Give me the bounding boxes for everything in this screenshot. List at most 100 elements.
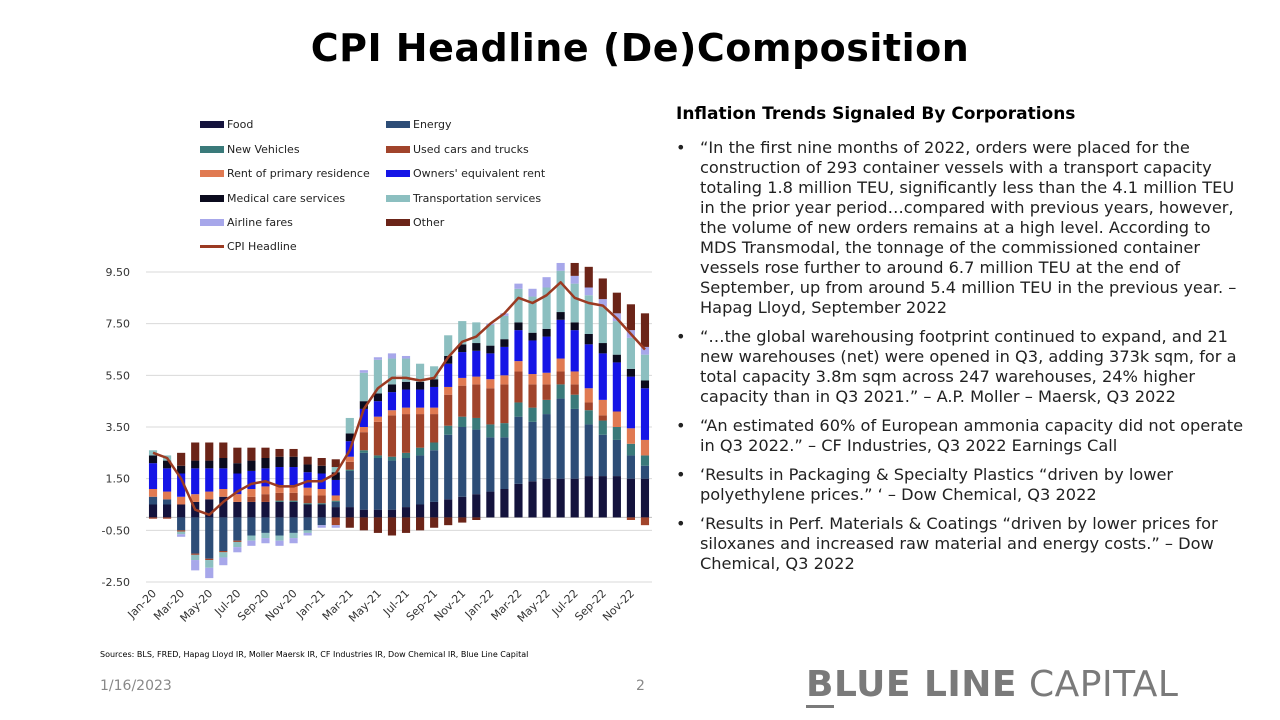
bar-segment — [514, 416, 523, 484]
bar-segment — [331, 495, 340, 501]
x-tick-label: Nov-22 — [600, 587, 637, 624]
legend-item-transport: Transportation services — [386, 192, 541, 205]
bar-segment — [556, 319, 565, 359]
bar-segment — [626, 443, 635, 456]
bar-segment — [486, 388, 495, 425]
bar-segment — [556, 358, 565, 372]
bar-segment — [612, 362, 621, 412]
bar-segment — [163, 460, 172, 469]
bar-segment — [542, 384, 551, 400]
bar-segment — [472, 494, 481, 518]
bar-segment — [247, 540, 256, 546]
bar-segment — [289, 532, 298, 539]
legend-label: Food — [227, 118, 254, 131]
bar-segment — [640, 517, 650, 526]
bar-segment — [233, 463, 242, 474]
bar-segment — [331, 472, 340, 480]
legend-swatch — [386, 146, 410, 153]
bar-segment — [542, 328, 551, 337]
bar-segment — [528, 374, 537, 385]
bar-segment — [486, 353, 495, 380]
bar-segment — [444, 434, 453, 500]
bar-segment — [472, 376, 481, 385]
bar-segment — [570, 322, 579, 331]
bar-segment — [486, 424, 495, 438]
bar-segment — [416, 363, 425, 382]
bar-segment — [598, 299, 607, 307]
bar-segment — [205, 468, 214, 492]
bar-segment — [430, 501, 439, 518]
bar-segment — [177, 473, 186, 497]
bar-segment — [556, 398, 565, 479]
bar-segment — [219, 489, 228, 497]
bar-segment — [430, 442, 439, 451]
bar-segment — [163, 491, 172, 500]
bar-segment — [444, 335, 453, 356]
bar-segment — [359, 427, 368, 433]
bar-segment — [177, 517, 186, 531]
bar-segment — [556, 371, 565, 385]
bar-segment — [500, 384, 509, 424]
bar-segment — [303, 530, 312, 533]
panel-heading: Inflation Trends Signaled By Corporation… — [676, 104, 1076, 124]
bar-segment — [444, 394, 453, 426]
bar-segment — [640, 346, 650, 355]
bar-segment — [528, 421, 537, 482]
bullet-glyph: • — [676, 416, 686, 435]
bar-segment — [598, 434, 607, 477]
bar-segment — [458, 352, 467, 378]
legend-item-other: Other — [386, 216, 444, 229]
bar-segment — [345, 456, 354, 462]
bar-segment — [303, 487, 312, 496]
bar-segment — [359, 509, 368, 518]
bar-segment — [233, 541, 242, 548]
bar-segment — [219, 442, 228, 458]
bar-segment — [275, 517, 284, 536]
bar-segment — [612, 411, 621, 427]
bar-segment — [528, 332, 537, 341]
bar-segment — [401, 355, 411, 359]
bar-segment — [556, 312, 565, 320]
bar-segment — [640, 465, 650, 479]
page-title: CPI Headline (De)Composition — [310, 26, 970, 70]
y-tick-label: 3.50 — [106, 421, 131, 434]
bar-segment — [261, 458, 270, 469]
bar-segment — [486, 379, 495, 389]
bar-segment — [472, 322, 481, 344]
legend-item-rent: Rent of primary residence — [200, 167, 370, 180]
bar-segment — [387, 517, 397, 536]
bar-segment — [486, 324, 495, 346]
bar-segment — [430, 366, 439, 380]
cpi-stacked-bar-chart: 9.507.505.503.501.50-0.50-2.50Jan-20Mar-… — [102, 262, 652, 625]
bar-segment — [640, 313, 650, 347]
bar-segment — [233, 501, 242, 518]
bar-segment — [514, 402, 523, 417]
bar-segment — [317, 525, 326, 528]
bar-segment — [148, 455, 158, 464]
bar-segment — [275, 456, 284, 468]
bar-segment — [331, 500, 340, 502]
bar-segment — [345, 517, 354, 528]
bar-segment — [177, 452, 186, 466]
bar-segment — [584, 295, 593, 334]
bar-segment — [233, 473, 242, 495]
bar-segment — [303, 472, 312, 488]
bar-segment — [472, 417, 481, 430]
bar-segment — [570, 262, 579, 276]
bar-segment — [219, 458, 228, 469]
bar-segment — [331, 467, 340, 473]
legend-label: Medical care services — [227, 192, 346, 205]
bar-segment — [247, 496, 256, 502]
bar-segment — [640, 380, 650, 389]
bar-segment — [387, 460, 397, 510]
bar-segment — [640, 439, 650, 456]
bar-segment — [570, 275, 579, 284]
bar-segment — [317, 504, 326, 518]
y-tick-label: 5.50 — [106, 369, 131, 382]
legend-label: CPI Headline — [227, 240, 297, 253]
bar-segment — [598, 399, 607, 416]
bar-segment — [458, 321, 467, 345]
bar-segment — [458, 496, 467, 518]
legend-item-airline: Airline fares — [200, 216, 293, 229]
bar-segment — [387, 410, 397, 416]
